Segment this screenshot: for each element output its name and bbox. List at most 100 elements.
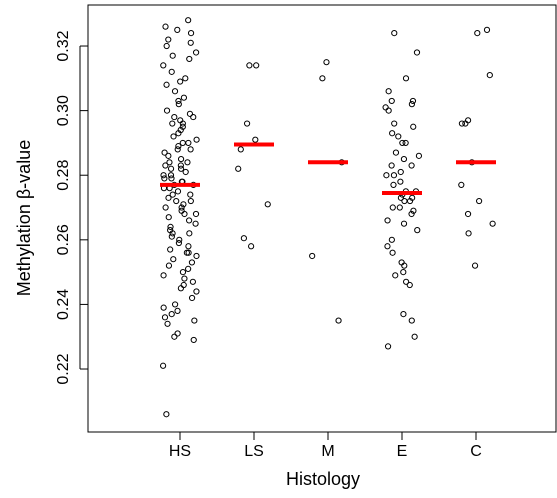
point [160, 272, 167, 279]
y-tick-label: 0.22 [55, 353, 72, 384]
point [160, 172, 167, 179]
plot-box [87, 4, 557, 433]
point [166, 159, 173, 166]
point [458, 181, 465, 189]
point [410, 123, 417, 130]
point [388, 236, 395, 243]
point [175, 101, 182, 108]
point [163, 411, 170, 418]
point [399, 139, 406, 147]
point [174, 188, 182, 195]
point [237, 146, 244, 153]
point [175, 130, 182, 137]
point [184, 159, 191, 166]
point [384, 343, 392, 350]
point [185, 249, 192, 256]
point [169, 230, 176, 237]
point [401, 197, 408, 205]
point [464, 210, 472, 218]
point [188, 294, 196, 302]
point [181, 210, 188, 218]
point [400, 155, 408, 163]
point [474, 30, 481, 37]
point [170, 256, 177, 263]
point [388, 162, 395, 169]
point [185, 243, 192, 250]
point [392, 149, 400, 156]
point [170, 133, 177, 140]
point [187, 146, 194, 153]
x-tick-label: LS [244, 443, 264, 460]
point [178, 207, 185, 214]
point [389, 249, 396, 256]
point [390, 181, 397, 189]
point [319, 75, 326, 82]
point [179, 269, 187, 276]
point [400, 269, 407, 276]
point [395, 133, 402, 140]
point [413, 49, 421, 56]
point [335, 317, 342, 324]
point [175, 239, 183, 247]
point [240, 235, 248, 242]
point [167, 165, 175, 172]
point [176, 236, 183, 243]
point [388, 97, 395, 105]
point [175, 97, 182, 105]
point [165, 262, 173, 269]
point [165, 36, 172, 43]
point [169, 120, 176, 127]
point [165, 194, 172, 201]
point [188, 259, 196, 266]
point [187, 30, 195, 37]
point [162, 204, 169, 211]
point [402, 75, 410, 82]
point [406, 197, 414, 205]
y-tick-label: 0.24 [55, 289, 72, 320]
point [415, 152, 423, 159]
point [408, 317, 415, 324]
point [186, 55, 193, 63]
point [408, 210, 415, 218]
point [187, 191, 194, 198]
point [180, 281, 187, 289]
point [187, 39, 194, 46]
point [486, 71, 493, 79]
point [391, 30, 398, 37]
point [171, 113, 178, 121]
point [175, 143, 182, 150]
point [385, 107, 392, 114]
y-tick-label: 0.28 [55, 160, 72, 191]
point [173, 197, 180, 205]
point [483, 26, 491, 33]
point [400, 220, 408, 227]
point [406, 281, 413, 289]
point [171, 88, 179, 95]
point [235, 165, 242, 172]
point [180, 94, 188, 101]
point [489, 220, 496, 227]
point [402, 139, 409, 147]
point [185, 265, 192, 272]
point [384, 217, 391, 224]
point [177, 155, 185, 163]
point [162, 23, 169, 30]
y-axis-title: Methylation β-value [14, 140, 34, 296]
point [174, 146, 181, 153]
point [185, 17, 192, 24]
point [161, 149, 168, 156]
point [174, 307, 181, 314]
point [177, 285, 184, 292]
point [179, 120, 186, 127]
point [169, 191, 176, 198]
point [187, 197, 194, 205]
point [171, 333, 178, 340]
point [476, 197, 483, 205]
point [246, 62, 253, 69]
point [190, 113, 197, 121]
point [168, 311, 175, 318]
point [177, 165, 185, 172]
point [186, 230, 193, 237]
point [172, 301, 179, 308]
